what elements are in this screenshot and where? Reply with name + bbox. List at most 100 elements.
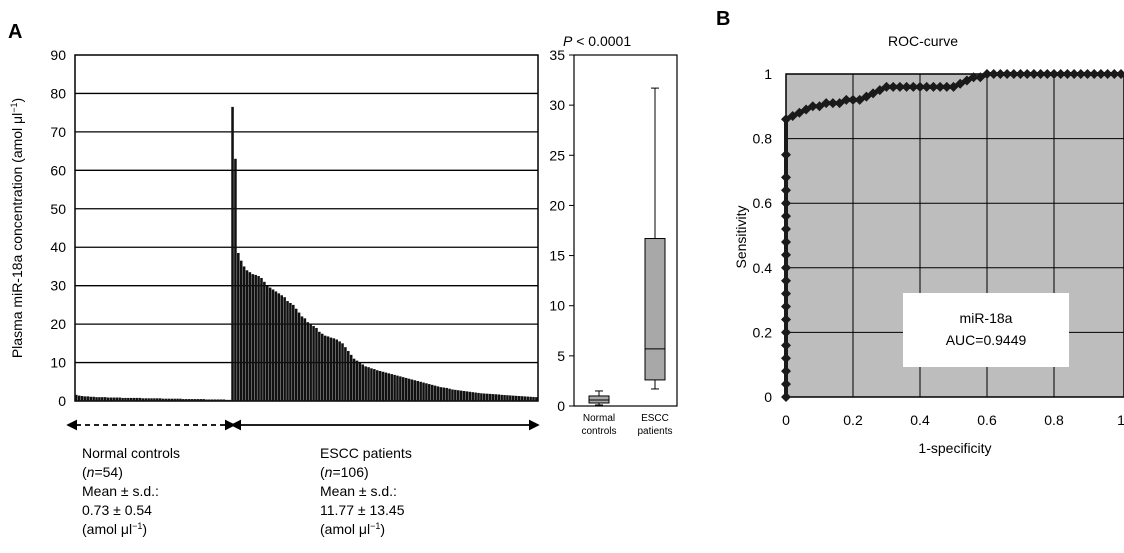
data-bar <box>268 287 272 401</box>
bar-y-tick-label: 50 <box>50 201 66 217</box>
normal-caption-line-2: (n=54) <box>82 464 123 480</box>
panel-b-letter: B <box>716 8 730 30</box>
data-bar <box>523 396 527 401</box>
data-bar <box>225 399 229 401</box>
data-bar <box>251 274 255 401</box>
data-bar <box>257 276 260 401</box>
data-bar <box>306 322 310 401</box>
data-bar <box>491 394 495 401</box>
data-bar <box>112 397 116 401</box>
data-bar <box>514 395 518 401</box>
box-y-tick-label: 10 <box>549 298 565 314</box>
data-bar <box>352 358 356 401</box>
data-bar <box>485 393 489 401</box>
data-bar <box>323 335 327 401</box>
data-bar <box>318 331 321 401</box>
data-bar <box>75 394 78 401</box>
data-bar <box>378 371 382 401</box>
data-bar <box>480 393 483 401</box>
data-bar <box>320 333 324 401</box>
data-bar <box>511 395 515 401</box>
data-bar <box>164 398 168 401</box>
data-bar <box>150 398 153 401</box>
box-plot: 0 5 10 15 20 25 30 35 <box>549 47 678 414</box>
box-y-tick-label: 0 <box>557 398 565 414</box>
roc-point-marker <box>781 262 791 273</box>
roc-y-tick-label: 1 <box>764 66 772 82</box>
data-bar <box>396 375 399 401</box>
data-bar <box>448 388 451 401</box>
roc-point-marker <box>1109 69 1120 79</box>
roc-point-marker <box>827 98 838 109</box>
roc-point-marker <box>1102 69 1113 79</box>
roc-point-marker <box>781 366 791 377</box>
roc-point-marker <box>915 81 925 92</box>
data-bar <box>520 396 524 401</box>
data-bar <box>364 366 367 401</box>
data-bar <box>213 399 217 401</box>
data-bar <box>283 297 286 401</box>
roc-point-marker <box>908 81 919 92</box>
bar-y-tick-label: 90 <box>50 47 66 63</box>
roc-x-tick-label: 1 <box>1117 412 1124 428</box>
roc-point-marker <box>995 69 1006 79</box>
data-bar <box>135 397 139 401</box>
data-bar <box>384 372 388 401</box>
data-bar <box>355 360 359 401</box>
normal-caption-mean: 0.73 ± 0.54 <box>82 502 152 518</box>
escc-caption-mean: 11.77 ± 13.45 <box>320 502 405 518</box>
data-bar <box>367 367 370 401</box>
roc-point-marker <box>1116 69 1124 79</box>
data-bar <box>387 373 391 401</box>
escc-patients-caption: ESCC patients (n=106) Mean ± s.d.: 11.77… <box>320 445 412 537</box>
roc-legend-box: miR-18a AUC=0.9449 <box>903 293 1069 367</box>
data-bar <box>147 398 150 401</box>
data-bar <box>349 354 353 401</box>
data-bar <box>182 399 185 401</box>
data-bar <box>211 399 214 401</box>
roc-point-marker <box>988 69 999 79</box>
data-bar <box>393 374 396 401</box>
bar-y-tick-label: 80 <box>50 85 66 101</box>
box-iqr <box>644 238 666 381</box>
roc-y-tick-label: 0.6 <box>753 195 773 211</box>
box-y-tick-label: 5 <box>557 348 565 364</box>
bar-y-tick-label: 10 <box>50 355 66 371</box>
data-bar <box>265 285 269 401</box>
roc-y-tick-label: 0 <box>764 389 772 405</box>
data-bar <box>83 396 87 401</box>
box-y-tick-label: 30 <box>549 97 565 113</box>
data-bar <box>158 398 162 401</box>
roc-point-marker <box>781 211 791 222</box>
data-bar <box>425 383 428 401</box>
bar-y-tick-label: 40 <box>50 239 66 255</box>
roc-y-tick-label: 0.2 <box>753 324 773 340</box>
escc-caption-line-1: ESCC patients <box>320 445 412 461</box>
data-bar <box>483 393 486 401</box>
data-bar <box>471 392 474 401</box>
roc-point-marker <box>1069 69 1080 79</box>
box-y-tick-label: 25 <box>549 147 565 163</box>
escc-caption-unit: (amol μl−1) <box>320 521 385 537</box>
data-bar <box>234 158 237 401</box>
data-bar <box>106 397 110 401</box>
roc-point-marker <box>1075 69 1086 79</box>
data-bar <box>208 399 211 401</box>
data-bar <box>101 397 104 401</box>
data-bar <box>92 396 95 401</box>
data-bar <box>358 362 362 401</box>
data-bar <box>529 396 532 401</box>
roc-x-tick-label: 0.8 <box>1044 412 1064 428</box>
roc-point-marker <box>841 94 852 105</box>
roc-point-marker <box>1082 69 1093 79</box>
roc-point-marker <box>781 172 791 183</box>
panel-a-letter: A <box>8 21 22 43</box>
data-bar <box>153 398 156 401</box>
roc-legend-series: miR-18a <box>960 310 1013 326</box>
bar-y-tick-label: 0 <box>58 393 66 409</box>
data-bar <box>332 338 336 401</box>
roc-point-marker <box>781 236 791 247</box>
roc-y-tick-label: 0.4 <box>753 260 773 276</box>
roc-legend-background <box>903 293 1069 367</box>
roc-point-marker <box>1042 69 1053 79</box>
